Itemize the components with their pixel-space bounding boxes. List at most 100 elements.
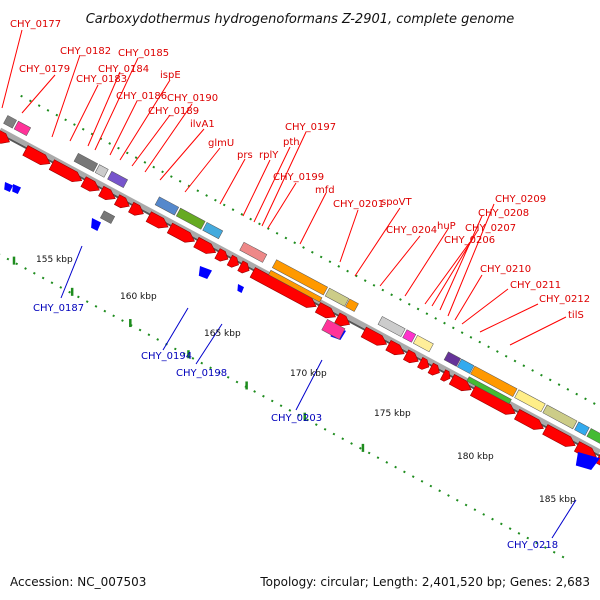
scale-dot-bottom xyxy=(561,555,565,559)
forward-gene-arrow-shape xyxy=(128,201,144,216)
scale-dot-top xyxy=(372,283,376,287)
scale-dot-top xyxy=(266,227,270,230)
reverse-gene-arrow xyxy=(198,266,212,279)
scale-dot-top xyxy=(73,123,76,126)
label-leader-red xyxy=(242,159,271,217)
forward-gene-arrow xyxy=(98,185,116,201)
scale-dot-top xyxy=(566,388,570,391)
scale-dot-bottom xyxy=(314,423,318,426)
gene-block-upper xyxy=(412,335,434,353)
gene-label-forward: CHY_0209 xyxy=(495,194,546,205)
scale-dot-bottom xyxy=(455,498,459,502)
scale-dot-top xyxy=(152,165,156,169)
scale-dot-bottom xyxy=(191,357,195,360)
forward-gene-arrow-shape xyxy=(334,312,351,327)
gene-block-upper-shape xyxy=(94,164,109,178)
scale-dot-bottom xyxy=(552,550,556,554)
scale-dot-bottom xyxy=(385,461,389,464)
scale-dot-top xyxy=(513,359,517,363)
gene-block-upper-shape xyxy=(574,421,590,436)
scale-dot-bottom xyxy=(41,276,45,280)
scale-dot-bottom xyxy=(50,281,54,285)
scale-dot-bottom xyxy=(499,522,503,526)
scale-label: 180 kbp xyxy=(457,452,494,462)
scale-dot-top xyxy=(293,241,297,245)
scale-dot-top xyxy=(407,302,411,306)
forward-gene-arrow xyxy=(145,211,169,229)
scale-dot-bottom xyxy=(526,536,530,540)
gene-label-forward: CHY_0189 xyxy=(148,106,199,117)
scale-label: 170 kbp xyxy=(290,369,327,379)
gene-label-forward: tilS xyxy=(568,310,584,321)
gene-block-upper xyxy=(239,241,268,263)
gene-block-overlay-shape xyxy=(268,269,323,303)
forward-gene-arrow xyxy=(403,349,419,364)
map-title: Carboxydothermus hydrogenoformans Z-2901… xyxy=(86,12,515,27)
forward-gene-arrow xyxy=(226,254,239,268)
scale-dot-bottom xyxy=(147,333,151,337)
gene-label-forward: pth xyxy=(283,137,300,148)
scale-labels: 155 kbp 160 kbp 165 kbp 170 kbp 175 kbp 180 k… xyxy=(36,255,576,505)
reverse-gene-block xyxy=(100,210,116,224)
scale-dot-top xyxy=(531,369,534,372)
scale-dot-top xyxy=(222,203,226,207)
scale-dot-top xyxy=(592,402,596,405)
forward-gene-arrow-shape xyxy=(385,339,405,356)
gene-block-upper-shape xyxy=(456,358,475,374)
gene-block-upper-shape xyxy=(542,404,578,430)
scale-dot-bottom xyxy=(209,366,212,370)
gene-label-forward: CHY_0182 xyxy=(60,46,111,57)
scale-label: 175 kbp xyxy=(374,409,411,419)
gene-block-upper-shape xyxy=(470,365,518,398)
scale-dot-top xyxy=(575,392,579,396)
gene-block-upper xyxy=(586,428,600,448)
label-leader-red xyxy=(219,158,246,205)
scale-dot-top xyxy=(310,250,314,254)
forward-gene-arrow xyxy=(417,357,430,370)
gene-label-forward: prs xyxy=(237,150,253,161)
gene-block-upper xyxy=(73,152,99,172)
forward-gene-arrow xyxy=(0,130,10,144)
label-leader-red xyxy=(69,84,99,142)
gene-label-forward: rplY xyxy=(259,150,279,161)
forward-gene-arrow xyxy=(113,194,130,209)
scale-dot-bottom xyxy=(32,271,36,275)
scale-dot-bottom xyxy=(403,470,406,474)
gene-block-upper xyxy=(175,207,206,230)
scale-dot-bottom xyxy=(235,380,239,384)
scale-dot-top xyxy=(496,350,499,353)
gene-block-upper-shape xyxy=(202,221,224,240)
gene-label-forward: CHY_0207 xyxy=(465,223,516,234)
forward-gene-arrow-shape xyxy=(427,362,440,376)
topology-label: Topology: circular; Length: 2,401,520 bp… xyxy=(259,575,590,589)
forward-gene-arrow xyxy=(334,312,351,327)
gene-block-upper xyxy=(13,120,32,137)
scale-dot-bottom xyxy=(6,257,10,261)
gene-label-forward: CHY_0204 xyxy=(386,225,437,236)
scale-dot-bottom xyxy=(138,328,142,332)
scale-dot-top xyxy=(584,397,587,401)
forward-gene-arrow xyxy=(514,409,544,430)
scale-dot-bottom xyxy=(68,290,71,294)
scale-dot-top xyxy=(275,231,279,235)
scale-dot-top xyxy=(117,146,120,150)
scale-dot-bottom xyxy=(297,413,301,417)
scale-dot-bottom xyxy=(156,338,160,341)
reverse-gene-block-shape xyxy=(321,318,346,340)
scale-dot-top xyxy=(249,217,253,221)
gene-block-upper xyxy=(443,351,462,367)
scale-dot-top xyxy=(64,118,67,122)
forward-gene-arrow xyxy=(314,302,336,319)
forward-gene-arrow xyxy=(48,159,83,183)
gene-label-forward: CHY_0211 xyxy=(510,280,561,291)
gene-block-upper-shape xyxy=(412,335,434,353)
forward-gene-arrow xyxy=(440,369,451,382)
scale-dot-top xyxy=(196,189,200,193)
gene-block-upper-shape xyxy=(239,241,268,263)
gene-block-upper-shape xyxy=(345,298,359,312)
scale-dot-top xyxy=(328,260,332,264)
scale-dot-top xyxy=(469,335,473,339)
forward-gene-arrow xyxy=(80,176,100,192)
label-leader-blue xyxy=(60,245,83,299)
